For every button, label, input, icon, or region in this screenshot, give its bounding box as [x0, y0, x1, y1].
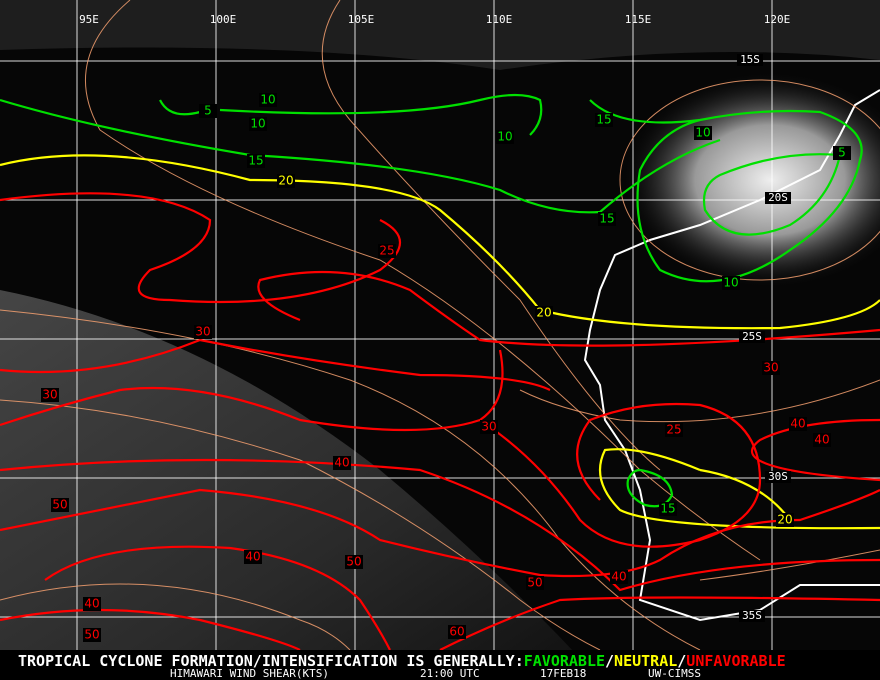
longitude-label: 120E — [764, 13, 791, 26]
contour-label: 15 — [596, 113, 611, 127]
cloud-top — [0, 0, 880, 70]
headline: TROPICAL CYCLONE FORMATION/INTENSIFICATI… — [18, 652, 524, 670]
latitude-label: 30S — [768, 470, 788, 483]
longitude-label: 100E — [210, 13, 237, 26]
date: 17FEB18 — [540, 667, 586, 680]
footer-line: TROPICAL CYCLONE FORMATION/INTENSIFICATI… — [18, 652, 786, 670]
longitude-label: 105E — [348, 13, 375, 26]
contour-label-bg — [480, 420, 498, 434]
contour-label-bg — [833, 146, 851, 160]
labels: 95E 100E 105E 110E 115E 120E 15S 20S 25S 30S 35S 5 1… — [41, 13, 851, 642]
contour-label: 60 — [449, 625, 464, 639]
contour-label-bg — [762, 361, 780, 375]
contour-label-bg — [247, 154, 265, 168]
source: UW-CIMSS — [648, 667, 701, 680]
contours — [0, 93, 880, 651]
contour-label-bg — [610, 570, 628, 584]
contour-label-bg — [535, 306, 553, 320]
contour-label-bg — [333, 456, 351, 470]
longitude-label: 95E — [79, 13, 99, 26]
time: 21:00 UTC — [420, 667, 480, 680]
longitude-label: 115E — [625, 13, 652, 26]
contour-label-bg — [83, 597, 101, 611]
contour-label-bg — [345, 555, 363, 569]
contour-label: 40 — [790, 417, 805, 431]
contour-label: 50 — [346, 555, 361, 569]
coastline — [583, 89, 880, 622]
contour-label: 15 — [599, 212, 614, 226]
latitude-label-bg — [739, 331, 765, 343]
contour-label-bg — [496, 130, 514, 144]
neutral: NEUTRAL — [614, 652, 677, 670]
contour-label: 10 — [260, 93, 275, 107]
contour-label: 20 — [278, 174, 293, 188]
longitude-label: 110E — [486, 13, 513, 26]
contour-label: 20 — [777, 513, 792, 527]
contour-label-bg — [659, 502, 677, 516]
separator: / — [677, 652, 686, 670]
contour-label: 40 — [334, 456, 349, 470]
unfavorable: UNFAVORABLE — [686, 652, 785, 670]
contour-label-bg — [694, 126, 712, 140]
contour-label-bg — [448, 625, 466, 639]
latitude-label: 20S — [768, 191, 788, 204]
contour-label: 40 — [84, 597, 99, 611]
contour-label: 30 — [763, 361, 778, 375]
contour-label-bg — [789, 417, 807, 431]
contour-label-bg — [244, 550, 262, 564]
separator: / — [605, 652, 614, 670]
contour-label-bg — [194, 325, 212, 339]
contour-label-bg — [526, 576, 544, 590]
contour-label: 5 — [204, 104, 212, 118]
contour-label: 10 — [723, 276, 738, 290]
contour-label-bg — [259, 93, 277, 107]
favorable: FAVORABLE — [524, 652, 605, 670]
contour-label-bg — [665, 423, 683, 437]
contour-label-bg — [83, 628, 101, 642]
contour-label: 40 — [611, 570, 626, 584]
contour-label: 30 — [42, 388, 57, 402]
contour-label: 50 — [52, 498, 67, 512]
contour-label-bg — [595, 113, 613, 127]
latitude-label-bg — [739, 610, 765, 622]
contour-label-bg — [598, 212, 616, 226]
contour-label-bg — [51, 498, 69, 512]
contour-label: 30 — [481, 420, 496, 434]
contour-label: 10 — [250, 117, 265, 131]
contour-label-bg — [378, 244, 396, 258]
contour-label: 25 — [379, 244, 394, 258]
contour-label: 15 — [248, 154, 263, 168]
latitude-label-bg — [765, 192, 791, 204]
contour-label: 30 — [195, 325, 210, 339]
footer-band — [0, 650, 880, 680]
contour-label-bg — [277, 174, 295, 188]
contour-label: 10 — [497, 130, 512, 144]
contour-label-bg — [41, 388, 59, 402]
contour-label: 25 — [666, 423, 681, 437]
contour-label-bg — [776, 513, 794, 527]
streamlines — [0, 0, 880, 651]
contour-label: 20 — [536, 306, 551, 320]
latitude-label-bg — [765, 471, 791, 483]
contour-label: 50 — [527, 576, 542, 590]
contour-label-bg — [813, 433, 831, 447]
contour-label-bg — [722, 276, 740, 290]
contour-label-bg — [249, 117, 267, 131]
latitude-label: 35S — [742, 609, 762, 622]
contour-label: 15 — [660, 502, 675, 516]
latitude-label-bg — [737, 54, 763, 66]
contour-label: 50 — [84, 628, 99, 642]
latitude-label: 25S — [742, 330, 762, 343]
latitude-label: 15S — [740, 53, 760, 66]
contour-label-bg — [199, 104, 217, 118]
contour-label: 10 — [695, 126, 710, 140]
contour-label: 40 — [814, 433, 829, 447]
contour-label: 40 — [245, 550, 260, 564]
contour-label: 5 — [838, 146, 846, 160]
product: HIMAWARI WIND SHEAR(KTS) — [170, 667, 329, 680]
